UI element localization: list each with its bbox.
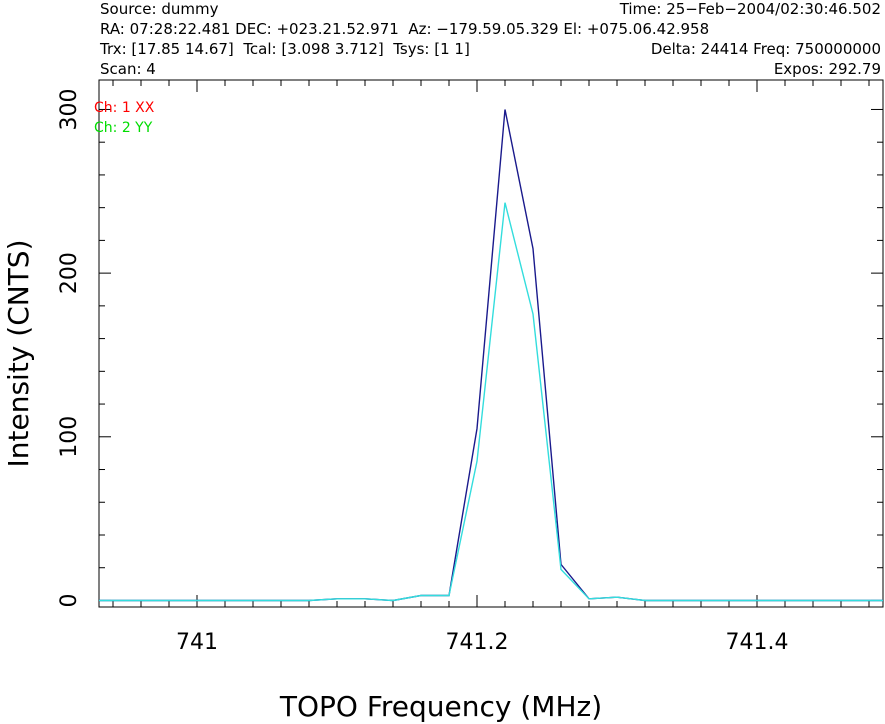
y-tick-label: 300 — [57, 88, 82, 130]
legend-entry: Ch: 1 XX — [94, 100, 155, 116]
x-tick-label: 741.4 — [726, 630, 789, 655]
header-expos: Expos: 292.79 — [773, 60, 881, 78]
series-line-ch2 — [99, 202, 883, 602]
header-receiver-info: Trx: [17.85 14.67] Tcal: [3.098 3.712] T… — [100, 40, 470, 58]
y-tick-label: 200 — [57, 252, 82, 294]
header-time: Time: 25−Feb−2004/02:30:46.502 — [619, 0, 881, 18]
plot-frame — [98, 79, 884, 608]
x-tick-label: 741 — [176, 630, 218, 655]
y-tick-label: 0 — [57, 593, 82, 607]
y-axis-title: Intensity (CNTS) — [2, 240, 35, 468]
header-coordinates: RA: 07:28:22.481 DEC: +023.21.52.971 Az:… — [100, 20, 710, 38]
axis-ticks: 741 741.2 741.4 0 100 200 300 — [57, 80, 883, 655]
legend: Ch: 1 XX Ch: 2 YY — [94, 100, 155, 136]
header-delta-freq: Delta: 24414 Freq: 750000000 — [650, 40, 881, 58]
y-tick-label: 100 — [57, 416, 82, 458]
legend-entry: Ch: 2 YY — [94, 120, 153, 136]
series-lines — [99, 109, 883, 602]
series-line-ch1 — [99, 109, 883, 602]
x-axis-title: TOPO Frequency (MHz) — [279, 690, 602, 723]
header-scan: Scan: 4 — [100, 60, 156, 78]
header-source: Source: dummy — [100, 0, 219, 18]
x-tick-label: 741.2 — [446, 630, 509, 655]
